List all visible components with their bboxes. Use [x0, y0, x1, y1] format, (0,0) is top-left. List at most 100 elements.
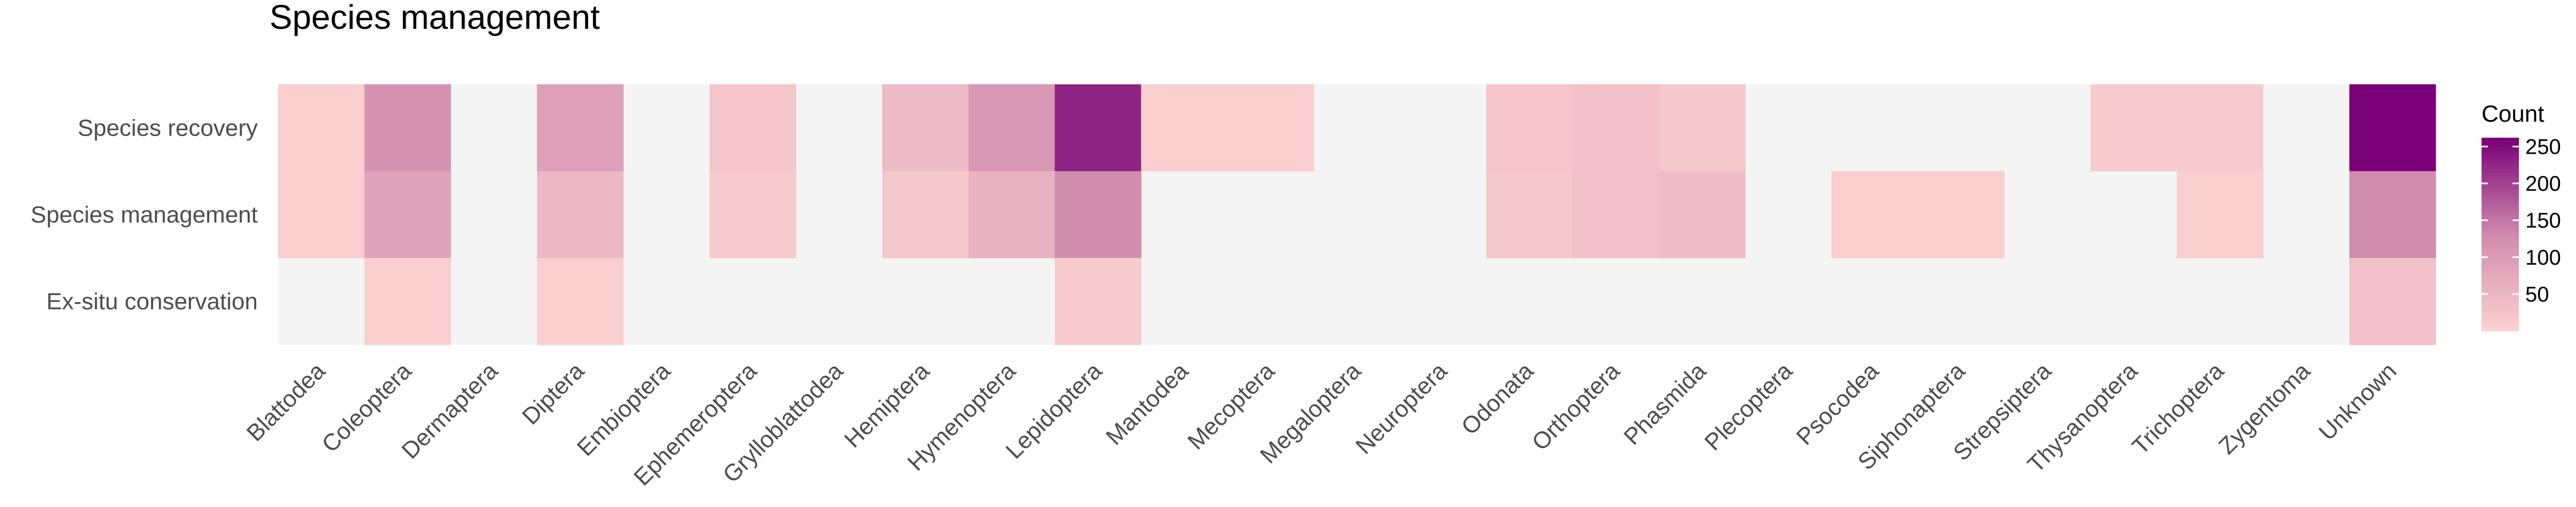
legend-tick-label: 250 [2525, 136, 2561, 159]
legend-gradient-step [2482, 324, 2519, 328]
heatmap-cell [1659, 84, 1746, 172]
heatmap-cell [2349, 171, 2436, 258]
legend-gradient-step [2482, 295, 2519, 299]
heatmap-cell [537, 258, 624, 345]
heatmap-cell [364, 258, 451, 345]
color-legend: Count 50 100 150 200 250 [2482, 101, 2561, 331]
legend-gradient-step [2482, 308, 2519, 312]
heatmap-cell [364, 84, 451, 172]
legend-gradient-step [2482, 276, 2519, 280]
legend-gradient-step [2482, 199, 2519, 203]
heatmap-cell [1917, 171, 2004, 258]
legend-gradient-step [2482, 231, 2519, 235]
legend-gradient-step [2482, 221, 2519, 225]
heatmap-cell [882, 171, 969, 258]
legend-gradient-step [2482, 160, 2519, 164]
legend-gradient-step [2482, 186, 2519, 190]
legend-gradient-step [2482, 282, 2519, 287]
legend-gradient-step [2482, 286, 2519, 290]
heatmap-cell [1572, 84, 1660, 172]
legend-gradient-step [2482, 292, 2519, 296]
legend-gradient-step [2482, 147, 2519, 151]
legend-gradient-step [2482, 150, 2519, 154]
legend-gradient-step [2482, 247, 2519, 251]
legend-gradient-step [2482, 289, 2519, 293]
legend-gradient-step [2482, 327, 2519, 331]
legend-gradient-step [2482, 241, 2519, 244]
legend-gradient-step [2482, 321, 2519, 325]
heatmap-cell [882, 84, 969, 172]
legend-gradient-step [2482, 279, 2519, 283]
heatmap-cell [364, 171, 451, 258]
legend-gradient-step [2482, 141, 2519, 145]
legend-gradient-step [2482, 266, 2519, 271]
legend-gradient-step [2482, 260, 2519, 264]
heatmap-cell [709, 171, 796, 258]
legend-gradient-step [2482, 218, 2519, 222]
heatmap-cells [278, 84, 2436, 345]
heatmap-cell [1659, 171, 1746, 258]
column-label: Zygentoma [2214, 358, 2316, 460]
legend-gradient-step [2482, 302, 2519, 306]
heatmap-cell [537, 84, 624, 172]
legend-gradient-step [2482, 237, 2519, 241]
column-label: Blattodea [242, 358, 330, 446]
legend-title: Count [2482, 101, 2544, 127]
row-label: Species management [30, 202, 258, 228]
legend-gradient-step [2482, 244, 2519, 248]
heatmap-cell [1831, 171, 1919, 258]
heatmap-cell [2176, 171, 2264, 258]
legend-gradient-step [2482, 163, 2519, 168]
column-label: Phasmida [1619, 358, 1711, 450]
legend-gradient-step [2482, 314, 2519, 319]
legend-gradient-step [2482, 167, 2519, 171]
legend-gradient-step [2482, 144, 2519, 148]
legend-tick-label: 200 [2525, 172, 2561, 196]
heatmap-cell [2090, 84, 2177, 172]
heatmap-panel-background [278, 84, 2436, 345]
legend-gradient-step [2482, 179, 2519, 184]
legend-gradient-step [2482, 192, 2519, 196]
heatmap-cell [1486, 84, 1573, 172]
legend-gradient-step [2482, 270, 2519, 274]
column-label: Plecoptera [1700, 358, 1798, 456]
legend-gradient-step [2482, 208, 2519, 212]
heatmap-cell [1055, 258, 1142, 345]
heatmap-cell [1055, 84, 1142, 172]
heatmap-cell [1572, 171, 1660, 258]
legend-gradient-step [2482, 173, 2519, 177]
column-label: Odonata [1456, 358, 1539, 440]
legend-gradient-step [2482, 257, 2519, 261]
legend-gradient-step [2482, 170, 2519, 174]
legend-tick-label: 100 [2525, 246, 2561, 270]
legend-gradient-step [2482, 157, 2519, 161]
legend-gradient-step [2482, 298, 2519, 303]
legend-gradient-step [2482, 215, 2519, 219]
legend-gradient-step [2482, 224, 2519, 228]
legend-gradient-step [2482, 202, 2519, 206]
legend-gradient-step [2482, 189, 2519, 193]
heatmap-cell [709, 84, 796, 172]
legend-gradient-step [2482, 138, 2519, 141]
legend-gradient-step [2482, 176, 2519, 180]
column-label: Hemiptera [839, 358, 935, 453]
legend-gradient-step [2482, 263, 2519, 267]
legend-gradient-step [2482, 195, 2519, 200]
legend-gradient-step [2482, 234, 2519, 238]
column-label: Unknown [2314, 358, 2401, 445]
legend-gradient-step [2482, 311, 2519, 315]
legend-tick-label: 150 [2525, 209, 2561, 233]
heatmap-cell [2349, 84, 2436, 172]
heatmap-cell [968, 171, 1056, 258]
heatmap-cell [278, 171, 365, 258]
column-label: Neuroptera [1351, 358, 1453, 460]
legend-gradient-step [2482, 318, 2519, 322]
legend-gradient-step [2482, 183, 2519, 187]
legend-gradient-step [2482, 254, 2519, 258]
legend-gradient-step [2482, 154, 2519, 157]
legend-gradient-step [2482, 273, 2519, 277]
heatmap-cell [1141, 84, 1228, 172]
heatmap-cell [2349, 258, 2436, 345]
